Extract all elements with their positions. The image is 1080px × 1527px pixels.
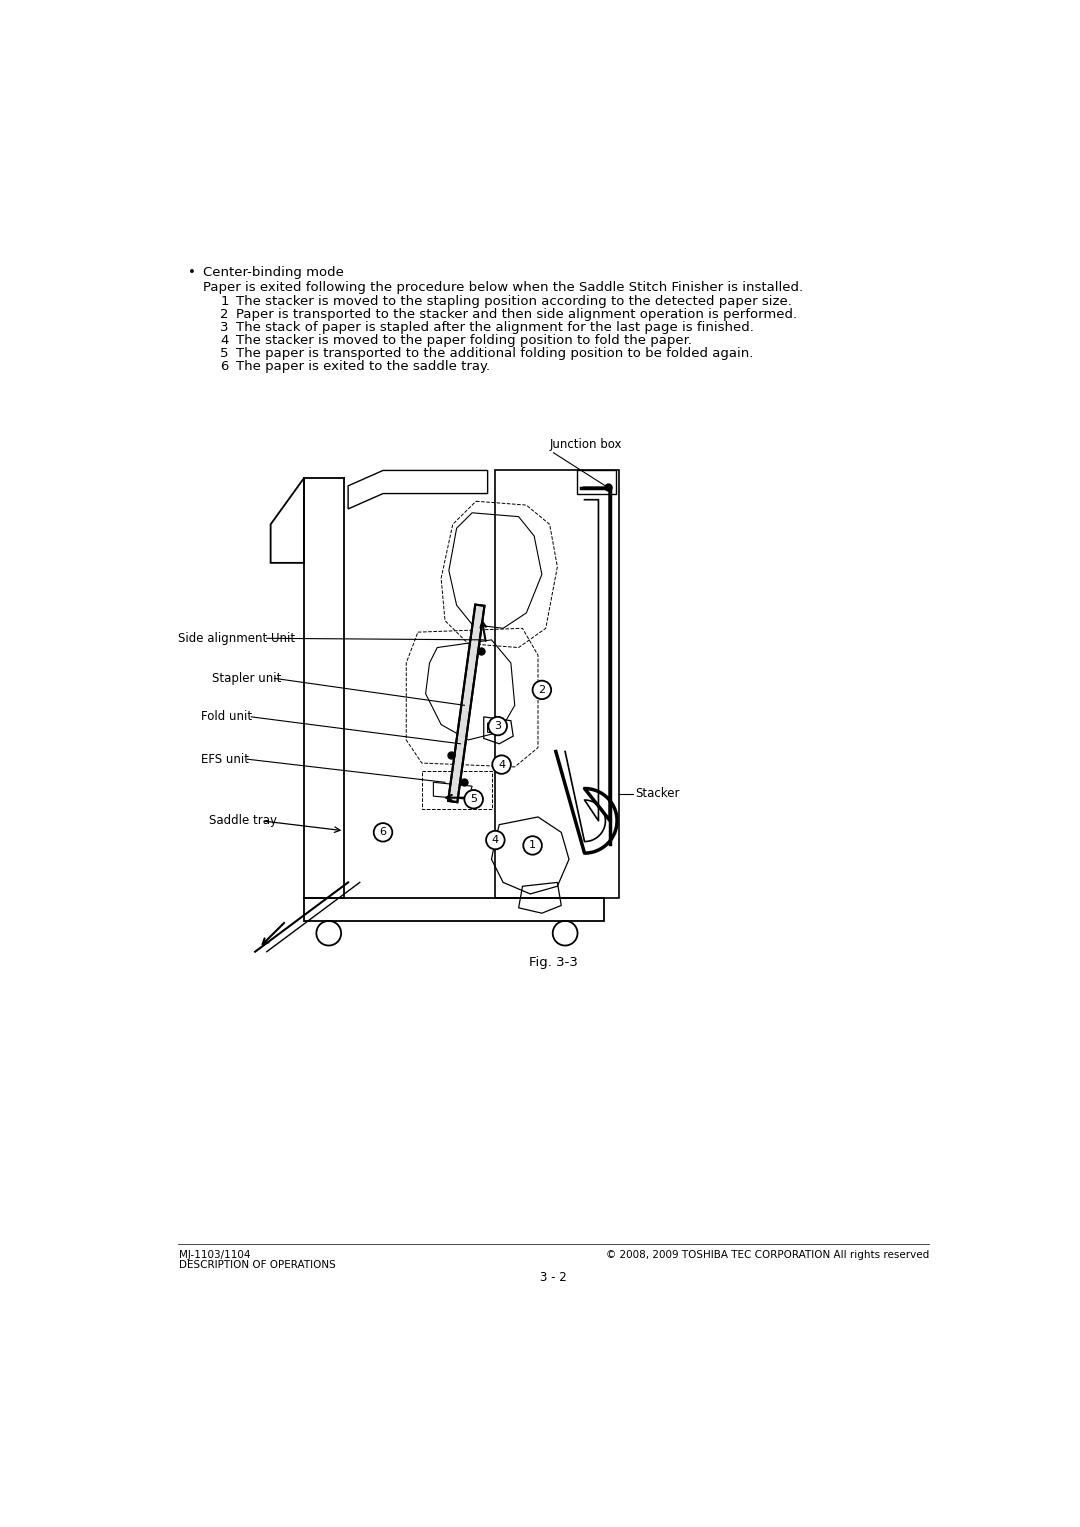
Text: •: •: [188, 266, 195, 279]
Text: 6: 6: [220, 360, 229, 373]
Text: Fold unit: Fold unit: [201, 710, 252, 724]
Text: Center-binding mode: Center-binding mode: [203, 266, 345, 279]
Text: 2: 2: [220, 308, 229, 321]
Text: © 2008, 2009 TOSHIBA TEC CORPORATION All rights reserved: © 2008, 2009 TOSHIBA TEC CORPORATION All…: [606, 1249, 930, 1260]
Text: Saddle tray: Saddle tray: [208, 814, 276, 828]
Text: Side alignment Unit: Side alignment Unit: [177, 632, 295, 644]
Text: 5: 5: [220, 347, 229, 360]
Text: Stapler unit: Stapler unit: [213, 672, 282, 684]
Circle shape: [532, 681, 551, 699]
Text: 3: 3: [495, 721, 501, 731]
Text: Paper is transported to the stacker and then side alignment operation is perform: Paper is transported to the stacker and …: [235, 308, 797, 321]
Text: 2: 2: [538, 686, 545, 695]
Text: 4: 4: [498, 759, 505, 770]
Text: The paper is exited to the saddle tray.: The paper is exited to the saddle tray.: [235, 360, 490, 373]
Text: Paper is exited following the procedure below when the Saddle Stitch Finisher is: Paper is exited following the procedure …: [203, 281, 804, 295]
Circle shape: [488, 716, 507, 736]
Text: 1: 1: [529, 840, 536, 851]
Text: 3: 3: [220, 321, 229, 334]
Text: Stacker: Stacker: [635, 788, 679, 800]
Text: 4: 4: [491, 835, 499, 844]
Text: 4: 4: [220, 334, 229, 347]
Text: 5: 5: [470, 794, 477, 805]
Circle shape: [492, 756, 511, 774]
Circle shape: [486, 831, 504, 849]
Text: DESCRIPTION OF OPERATIONS: DESCRIPTION OF OPERATIONS: [179, 1260, 336, 1269]
Text: EFS unit: EFS unit: [201, 753, 248, 765]
Text: 1: 1: [220, 295, 229, 308]
Text: The stacker is moved to the stapling position according to the detected paper si: The stacker is moved to the stapling pos…: [235, 295, 792, 308]
Text: MJ-1103/1104: MJ-1103/1104: [179, 1249, 251, 1260]
Circle shape: [464, 789, 483, 808]
Text: The stack of paper is stapled after the alignment for the last page is finished.: The stack of paper is stapled after the …: [235, 321, 754, 334]
Polygon shape: [448, 605, 485, 802]
Text: Fig. 3-3: Fig. 3-3: [529, 956, 578, 968]
Text: 3 - 2: 3 - 2: [540, 1272, 567, 1284]
Text: 6: 6: [379, 828, 387, 837]
Circle shape: [374, 823, 392, 841]
Text: The stacker is moved to the paper folding position to fold the paper.: The stacker is moved to the paper foldin…: [235, 334, 692, 347]
Text: Junction box: Junction box: [550, 438, 622, 450]
Circle shape: [524, 837, 542, 855]
Text: The paper is transported to the additional folding position to be folded again.: The paper is transported to the addition…: [235, 347, 753, 360]
